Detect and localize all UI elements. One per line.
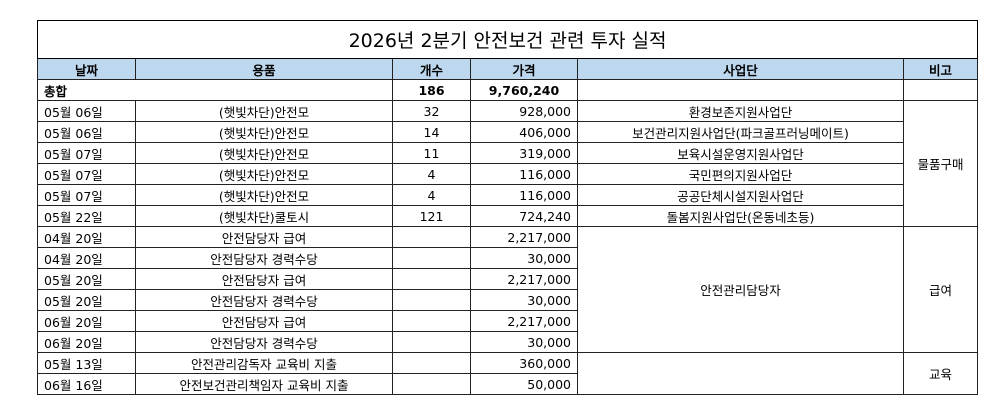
data-row: 06월 20일 안전담당자 급여 2,217,000 [37, 310, 978, 332]
price-cell: 360,000 [470, 352, 578, 374]
date-cell: 05월 13일 [37, 352, 136, 374]
total-label: 총합 [37, 79, 393, 101]
data-row: 05월 22일 (햇빛차단)쿨토시 121 724,240 돌봄지원사업단(온동네초등) [37, 205, 978, 227]
date-cell: 05월 20일 [37, 268, 136, 290]
table-title: 2026년 2분기 안전보건 관련 투자 실적 [36, 20, 979, 59]
count-cell: 11 [392, 142, 471, 164]
item-cell: (햇빛차단)안전모 [135, 100, 393, 122]
data-row: 05월 06일 (햇빛차단)안전모 32 928,000 환경보존지원사업단 물품구매 [37, 100, 979, 227]
title-row: 2026년 2분기 안전보건 관련 투자 실적 [36, 20, 979, 59]
date-cell: 05월 06일 [37, 100, 136, 122]
column-header: 사업단 [577, 58, 904, 80]
data-row: 05월 07일 (햇빛차단)안전모 11 319,000 보육시설운영지원사업단 [37, 142, 978, 164]
item-cell: (햇빛차단)안전모 [135, 121, 393, 143]
item-cell: 안전담당자 경력수당 [135, 247, 393, 269]
item-cell: 안전담당자 경력수당 [135, 289, 393, 311]
count-cell [392, 268, 471, 290]
data-row: 05월 13일 안전관리감독자 교육비 지출 360,000 교육 [37, 352, 979, 395]
org-cell: 국민편의지원사업단 [577, 163, 904, 185]
count-cell [392, 247, 471, 269]
data-row: 05월 06일 (햇빛차단)안전모 14 406,000 보건관리지원사업단(파크골프러… [37, 121, 978, 143]
org-cell: 보건관리지원사업단(파크골프러닝메이트) [577, 121, 904, 143]
column-header: 개수 [392, 58, 471, 80]
total-row: 총합 186 9,760,240 [37, 79, 979, 101]
price-cell: 2,217,000 [470, 268, 578, 290]
price-cell: 2,217,000 [470, 226, 578, 248]
item-cell: 안전담당자 급여 [135, 310, 393, 332]
total-price: 9,760,240 [470, 79, 578, 101]
data-row: 05월 20일 안전담당자 경력수당 30,000 [37, 289, 978, 311]
org-cell: 보육시설운영지원사업단 [577, 142, 904, 164]
price-cell: 116,000 [470, 184, 578, 206]
count-cell [392, 226, 471, 248]
price-cell: 30,000 [470, 247, 578, 269]
date-cell: 05월 06일 [37, 121, 136, 143]
item-cell: 안전담당자 급여 [135, 226, 393, 248]
data-row: 04월 20일 안전담당자 급여 2,217,000 안전관리담당자 급여 [37, 226, 979, 353]
org-cell: 안전관리담당자 [577, 226, 904, 353]
date-cell: 06월 16일 [37, 373, 136, 395]
data-row: 06월 20일 안전담당자 경력수당 30,000 [37, 331, 978, 353]
date-cell: 04월 20일 [37, 226, 136, 248]
count-cell [392, 331, 471, 353]
count-cell [392, 289, 471, 311]
price-cell: 319,000 [470, 142, 578, 164]
price-cell: 50,000 [470, 373, 578, 395]
org-cell: 돌봄지원사업단(온동네초등) [577, 205, 904, 227]
date-cell: 04월 20일 [37, 247, 136, 269]
date-cell: 05월 20일 [37, 289, 136, 311]
header-row: 날짜 용품 개수 가격 사업단 비고 [37, 58, 979, 80]
count-cell: 32 [392, 100, 471, 122]
column-header: 가격 [470, 58, 578, 80]
date-cell: 06월 20일 [37, 310, 136, 332]
item-cell: (햇빛차단)안전모 [135, 184, 393, 206]
price-cell: 30,000 [470, 289, 578, 311]
price-cell: 406,000 [470, 121, 578, 143]
count-cell [392, 373, 471, 395]
date-cell: 05월 07일 [37, 184, 136, 206]
item-cell: 안전담당자 경력수당 [135, 331, 393, 353]
count-cell: 121 [392, 205, 471, 227]
count-cell: 14 [392, 121, 471, 143]
investment-table: 2026년 2분기 안전보건 관련 투자 실적 날짜 용품 개수 가격 사업단 비고 총합 1… [36, 20, 979, 395]
date-cell: 05월 07일 [37, 163, 136, 185]
date-cell: 05월 22일 [37, 205, 136, 227]
count-cell [392, 352, 471, 374]
item-cell: 안전보건관리책임자 교육비 지출 [135, 373, 393, 395]
item-cell: (햇빛차단)안전모 [135, 142, 393, 164]
empty-cell [902, 79, 979, 101]
org-cell: 공공단체시설지원사업단 [577, 184, 904, 206]
count-cell [392, 310, 471, 332]
note-cell: 물품구매 [902, 100, 979, 227]
org-cell [577, 352, 904, 395]
org-cell: 환경보존지원사업단 [577, 100, 904, 122]
item-cell: (햇빛차단)안전모 [135, 163, 393, 185]
data-row: 05월 07일 (햇빛차단)안전모 4 116,000 공공단체시설지원사업단 [37, 184, 978, 206]
data-row: 06월 16일 안전보건관리책임자 교육비 지출 50,000 [37, 373, 978, 395]
data-row: 05월 07일 (햇빛차단)안전모 4 116,000 국민편의지원사업단 [37, 163, 978, 185]
column-header: 비고 [902, 58, 979, 80]
data-row: 05월 20일 안전담당자 급여 2,217,000 [37, 268, 978, 290]
note-cell: 급여 [902, 226, 979, 353]
date-cell: 06월 20일 [37, 331, 136, 353]
count-cell: 4 [392, 184, 471, 206]
total-count: 186 [392, 79, 471, 101]
column-header: 용품 [135, 58, 393, 80]
date-cell: 05월 07일 [37, 142, 136, 164]
price-cell: 30,000 [470, 331, 578, 353]
price-cell: 2,217,000 [470, 310, 578, 332]
note-cell: 교육 [902, 352, 979, 395]
item-cell: 안전관리감독자 교육비 지출 [135, 352, 393, 374]
price-cell: 116,000 [470, 163, 578, 185]
item-cell: (햇빛차단)쿨토시 [135, 205, 393, 227]
table-body: 2026년 2분기 안전보건 관련 투자 실적 날짜 용품 개수 가격 사업단 비고 총합 1… [36, 20, 979, 395]
empty-cell [577, 79, 904, 101]
column-header: 날짜 [37, 58, 136, 80]
count-cell: 4 [392, 163, 471, 185]
price-cell: 724,240 [470, 205, 578, 227]
price-cell: 928,000 [470, 100, 578, 122]
item-cell: 안전담당자 급여 [135, 268, 393, 290]
